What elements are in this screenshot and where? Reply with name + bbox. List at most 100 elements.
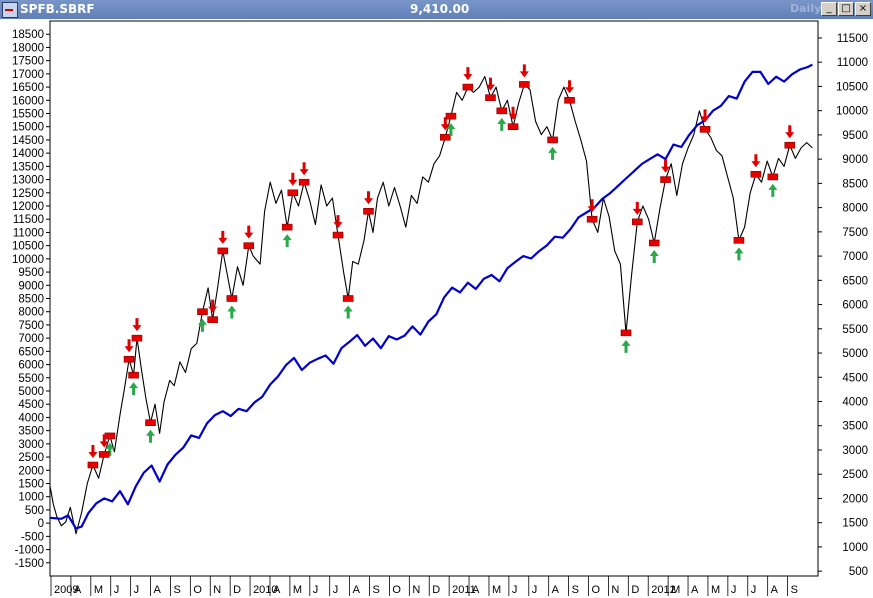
right-tick-label: 6500 [842, 275, 868, 287]
signal-flag-marker [281, 223, 293, 231]
left-tick-label: 8000 [18, 307, 44, 319]
right-tick-label: 500 [849, 566, 868, 578]
x-tick-label: J [114, 584, 120, 596]
sell-arrow-icon [463, 67, 473, 81]
signal-flag-marker [131, 334, 143, 342]
sell-arrow-icon [99, 434, 109, 448]
buy-arrow-icon [129, 382, 139, 396]
buy-arrow-icon [343, 305, 353, 319]
x-tick-label: A [273, 584, 281, 596]
sell-arrow-icon [587, 199, 597, 213]
x-tick-label: J [751, 584, 757, 596]
signal-flag-marker [784, 141, 796, 149]
signal-flag-marker [439, 133, 451, 141]
right-tick-label: 5500 [842, 324, 868, 336]
price-chart[interactable]: -1500-1000-50005001000150020002500300035… [0, 19, 873, 598]
signal-flag-marker [462, 83, 474, 91]
left-tick-label: 5500 [18, 373, 44, 385]
x-tick-label: S [173, 584, 180, 596]
signal-flag-marker [298, 178, 310, 186]
x-tick-label: A [472, 584, 480, 596]
x-tick-label: O [193, 584, 202, 596]
left-tick-label: 7500 [18, 320, 44, 332]
buy-arrow-icon [497, 117, 507, 131]
signal-flag-marker [564, 96, 575, 104]
signal-flag-marker [485, 94, 496, 101]
sell-arrow-icon [519, 64, 529, 78]
signal-flag-marker [547, 136, 558, 144]
signal-flag-marker [128, 371, 139, 379]
signal-flag-marker [98, 451, 110, 458]
x-tick-label: N [412, 584, 420, 596]
x-tick-label: 2009 [54, 584, 78, 596]
sell-arrow-icon [299, 162, 309, 176]
signal-flag-marker [733, 237, 745, 244]
buy-arrow-icon [734, 247, 744, 261]
sell-arrow-icon [124, 339, 134, 353]
maximize-button[interactable]: □ [838, 2, 854, 16]
signal-flag-marker [197, 308, 208, 316]
signal-flag-marker [332, 231, 344, 239]
x-tick-label: M [492, 584, 501, 596]
right-tick-label: 1000 [842, 542, 868, 554]
left-tick-label: 5000 [18, 386, 44, 398]
window-titlebar[interactable]: SPFB.SBRF 9,410.00 Daily _ □ × [0, 0, 873, 19]
left-tick-label: 6500 [18, 346, 44, 358]
chart-window-icon[interactable] [2, 2, 18, 18]
signal-flag-marker [243, 242, 255, 249]
x-tick-label: J [731, 584, 737, 596]
buy-arrow-icon [649, 250, 659, 263]
right-tick-label: 4000 [842, 397, 868, 409]
sell-arrow-icon [785, 125, 795, 139]
right-tick-label: 10500 [836, 81, 868, 93]
x-tick-label: A [74, 584, 82, 596]
x-tick-label: O [392, 584, 401, 596]
chart-canvas[interactable]: -1500 -1000 -500 0 500 1000 1500 2000 2500 3000 35… [0, 19, 873, 598]
buy-arrow-icon [548, 146, 558, 160]
sell-arrow-icon [565, 80, 575, 94]
right-tick-label: 9500 [842, 130, 868, 142]
left-tick-label: 17500 [12, 56, 44, 68]
sell-arrow-icon [363, 191, 373, 205]
left-tick-label: 18000 [12, 42, 44, 54]
signal-flag-marker [519, 81, 530, 88]
x-tick-label: A [552, 584, 560, 596]
left-tick-label: 3500 [18, 426, 44, 438]
right-tick-label: 9000 [842, 154, 868, 166]
sell-arrow-icon [288, 172, 298, 186]
left-tick-label: 2500 [18, 452, 44, 464]
signal-flag-marker [648, 239, 660, 247]
sell-arrow-icon [751, 154, 761, 168]
left-tick-label: 17000 [12, 69, 44, 81]
left-tick-label: 500 [25, 505, 44, 517]
x-tick-label: D [631, 584, 639, 596]
right-tick-label: 8500 [842, 178, 868, 190]
left-tick-label: 13500 [12, 161, 44, 173]
sell-arrow-icon [485, 77, 495, 91]
left-tick-label: 9500 [18, 267, 44, 279]
signal-flag-marker [207, 316, 218, 323]
signal-flag-marker [767, 173, 779, 181]
close-button[interactable]: × [855, 2, 871, 16]
x-tick-label: M [293, 584, 302, 596]
left-tick-label: 10500 [12, 241, 44, 253]
x-tick-label: S [373, 584, 380, 596]
symbol-title: SPFB.SBRF [20, 2, 95, 16]
x-tick-label: J [512, 584, 518, 596]
signal-flag-marker [750, 170, 762, 178]
right-tick-label: 5000 [842, 348, 868, 360]
x-tick-label: A [771, 584, 779, 596]
left-tick-label: 8500 [18, 294, 44, 306]
signal-flag-marker [342, 295, 354, 302]
left-tick-label: 12000 [12, 201, 44, 213]
signal-flag-marker [226, 295, 238, 302]
signal-flag-marker [363, 207, 374, 215]
x-tick-label: J [313, 584, 319, 596]
sell-arrow-icon [700, 109, 710, 123]
sell-arrow-icon [132, 318, 142, 332]
minimize-button[interactable]: _ [821, 2, 837, 16]
signal-flag-marker [217, 247, 229, 255]
signal-flag-marker [445, 112, 457, 120]
right-tick-label: 8000 [842, 203, 868, 215]
right-tick-label: 11500 [837, 33, 868, 45]
